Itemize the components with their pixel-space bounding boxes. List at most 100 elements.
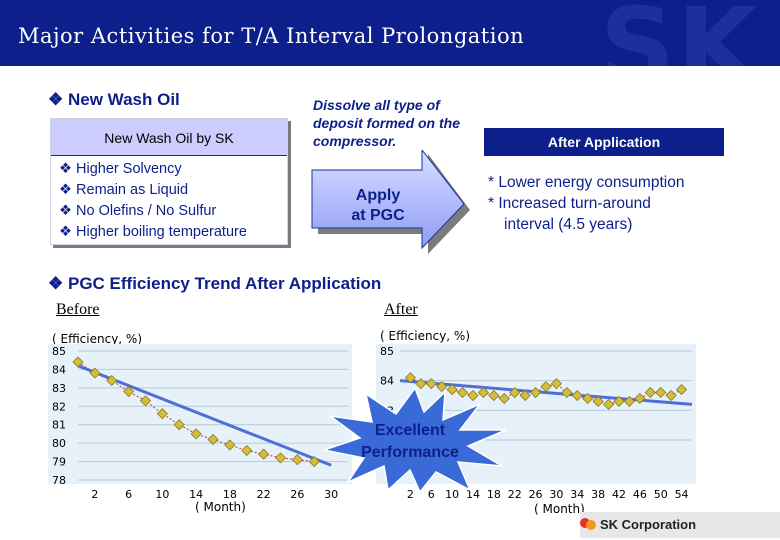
after-data-point	[665, 389, 677, 402]
after-item-turnaround: * Increased turn-around	[488, 195, 651, 212]
before-data-point	[156, 408, 168, 420]
after-x-tick-label: 18	[487, 488, 501, 501]
after-data-point	[571, 389, 583, 402]
before-data-point	[224, 439, 236, 451]
before-data-point	[123, 385, 135, 398]
header-bar: SK Major Activities for T/A Interval Pro…	[0, 0, 780, 66]
feature-text: Higher boiling temperature	[76, 224, 247, 240]
diamond-bullet-icon: ❖	[59, 182, 77, 198]
before-data-point	[72, 356, 84, 368]
after-x-tick-label: 22	[508, 488, 522, 501]
callout-line2: Performance	[361, 444, 459, 461]
callout-line1: Excellent	[374, 422, 446, 439]
before-x-tick-label: 18	[223, 488, 237, 501]
new-wash-oil-box-title: New Wash Oil by SK	[51, 119, 287, 156]
before-y-tick-label: 84	[52, 363, 66, 376]
before-y-tick-label: 80	[52, 437, 66, 450]
after-data-point	[634, 392, 646, 405]
diamond-bullet-icon: ❖	[48, 274, 64, 293]
after-data-point	[613, 395, 625, 407]
feature-item: ❖ Remain as Liquid	[59, 182, 188, 198]
after-application-title: After Application	[484, 128, 724, 156]
after-data-point	[623, 395, 635, 407]
before-x-tick-label: 22	[257, 488, 271, 501]
after-data-point	[676, 384, 688, 396]
after-data-point	[436, 381, 448, 393]
before-x-tick-label: 2	[91, 488, 98, 501]
before-y-tick-label: 83	[52, 382, 66, 395]
after-item-energy: * Lower energy consumption	[488, 174, 685, 191]
before-x-tick-label: 30	[324, 488, 338, 501]
after-data-point	[477, 386, 489, 399]
before-data-point	[190, 428, 202, 440]
feature-item: ❖ Higher boiling temperature	[59, 224, 247, 240]
after-data-point	[540, 381, 552, 393]
after-item-interval: interval (4.5 years)	[504, 216, 633, 233]
after-data-point	[404, 372, 416, 384]
new-wash-oil-box: New Wash Oil by SK ❖ Higher Solvency ❖ R…	[50, 118, 288, 245]
after-data-point	[488, 389, 500, 402]
after-data-point	[582, 392, 594, 405]
before-trend-line	[77, 364, 332, 467]
before-x-tick-label: 14	[189, 488, 203, 501]
diamond-bullet-icon: ❖	[59, 161, 77, 177]
before-data-line	[77, 361, 315, 463]
after-x-tick-label: 6	[428, 488, 435, 501]
before-data-point	[258, 448, 270, 460]
after-data-point	[592, 395, 604, 407]
new-wash-oil-heading-text: New Wash Oil	[67, 90, 180, 109]
before-data-point	[308, 456, 320, 468]
after-data-point	[550, 378, 562, 390]
after-x-unit: ( Month)	[534, 502, 585, 516]
after-data-point	[603, 398, 615, 410]
feature-item: ❖ Higher Solvency	[59, 161, 182, 177]
after-data-point	[519, 389, 531, 402]
before-data-point	[173, 419, 185, 431]
after-data-point	[446, 384, 458, 396]
feature-text: Remain as Liquid	[76, 182, 189, 198]
before-y-tick-label: 78	[52, 474, 66, 487]
after-x-tick-label: 30	[549, 488, 563, 501]
after-data-point	[467, 389, 479, 402]
before-y-tick-label: 79	[52, 456, 66, 469]
after-x-tick-label: 38	[591, 488, 605, 501]
after-x-tick-label: 2	[407, 488, 414, 501]
before-x-tick-label: 10	[155, 488, 169, 501]
before-y-tick-label: 85	[52, 345, 66, 358]
before-x-tick-label: 26	[290, 488, 304, 501]
footer-logo-bar	[580, 512, 780, 538]
apply-arrow-line2: at PGC	[351, 207, 405, 224]
after-y-tick-label: 85	[380, 345, 394, 358]
after-data-point	[644, 386, 656, 399]
before-y-unit: ( Efficiency, %)	[52, 332, 143, 346]
after-y-tick-label: 84	[380, 375, 394, 388]
feature-text: No Olefins / No Sulfur	[76, 203, 217, 219]
after-x-tick-label: 34	[570, 488, 584, 501]
after-data-point	[415, 378, 427, 390]
sk-butterfly-logo-icon	[580, 518, 596, 530]
trend-heading: ❖ PGC Efficiency Trend After Application	[48, 274, 381, 294]
before-data-point	[106, 374, 118, 387]
before-y-tick-label: 81	[52, 419, 66, 432]
after-data-point	[561, 386, 573, 399]
after-data-point	[457, 386, 469, 399]
after-data-point	[498, 392, 510, 405]
after-x-tick-label: 54	[675, 488, 689, 501]
before-data-point	[241, 444, 253, 457]
excellent-performance-starburst	[321, 386, 507, 494]
before-data-point	[207, 433, 219, 446]
after-label: After	[384, 301, 418, 318]
after-x-tick-label: 26	[529, 488, 543, 501]
after-x-tick-label: 14	[466, 488, 480, 501]
new-wash-oil-heading: ❖ New Wash Oil	[48, 90, 180, 110]
after-x-tick-label: 46	[633, 488, 647, 501]
before-data-point	[139, 395, 152, 407]
after-data-point	[425, 378, 437, 390]
apply-arrow: Apply at PGC	[311, 150, 470, 254]
diamond-bullet-icon: ❖	[59, 224, 77, 240]
before-y-tick-label: 82	[52, 400, 66, 413]
diamond-bullet-icon: ❖	[48, 90, 64, 109]
after-x-tick-label: 42	[612, 488, 626, 501]
after-x-tick-label: 10	[445, 488, 459, 501]
before-data-point	[274, 452, 287, 464]
